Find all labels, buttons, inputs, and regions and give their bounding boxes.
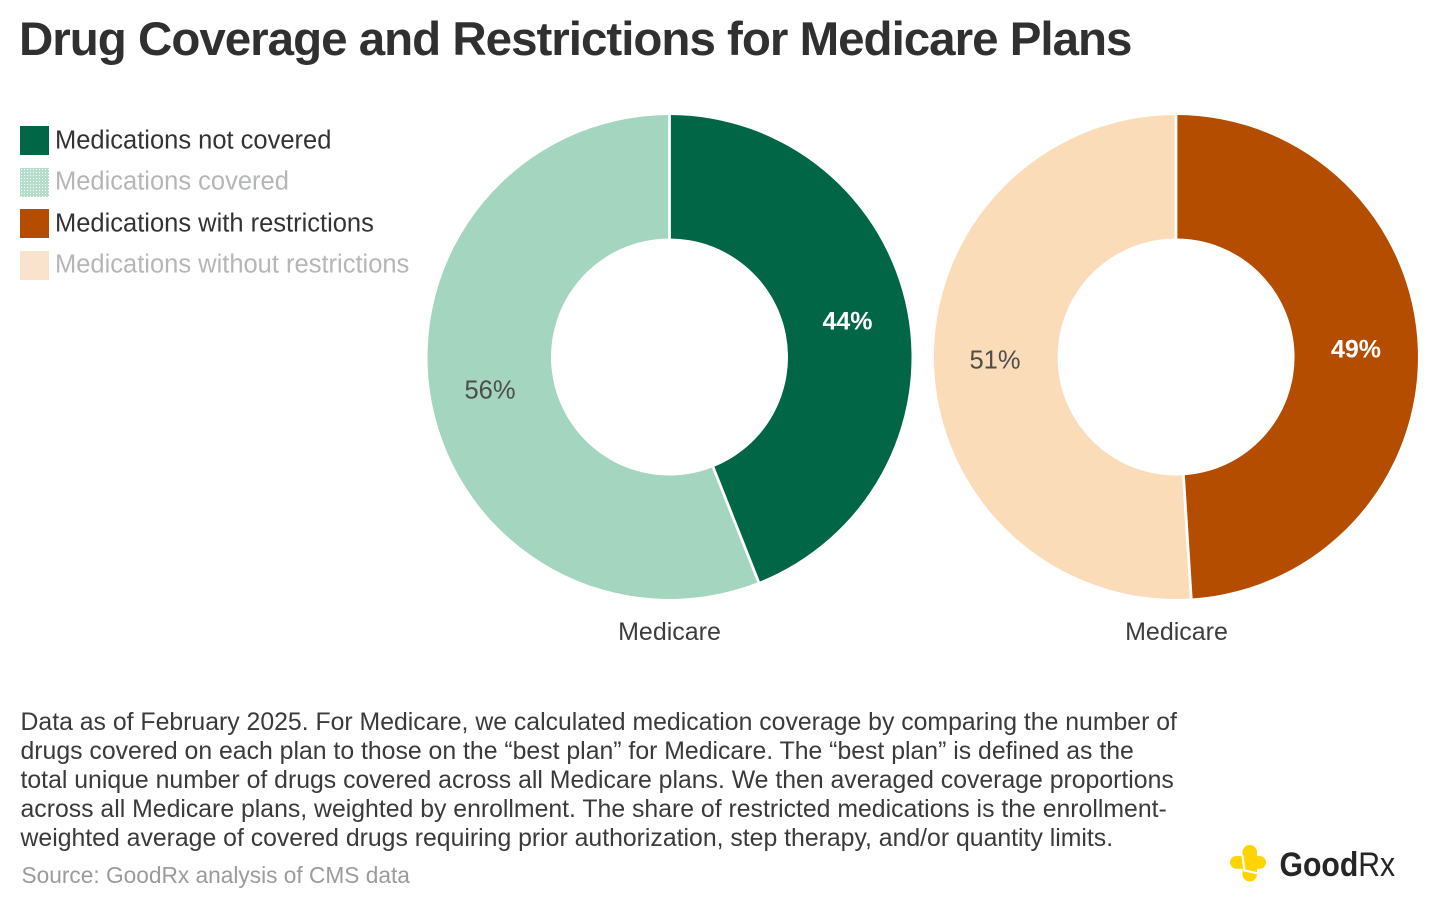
svg-text:GoodRx: GoodRx <box>1280 845 1396 883</box>
